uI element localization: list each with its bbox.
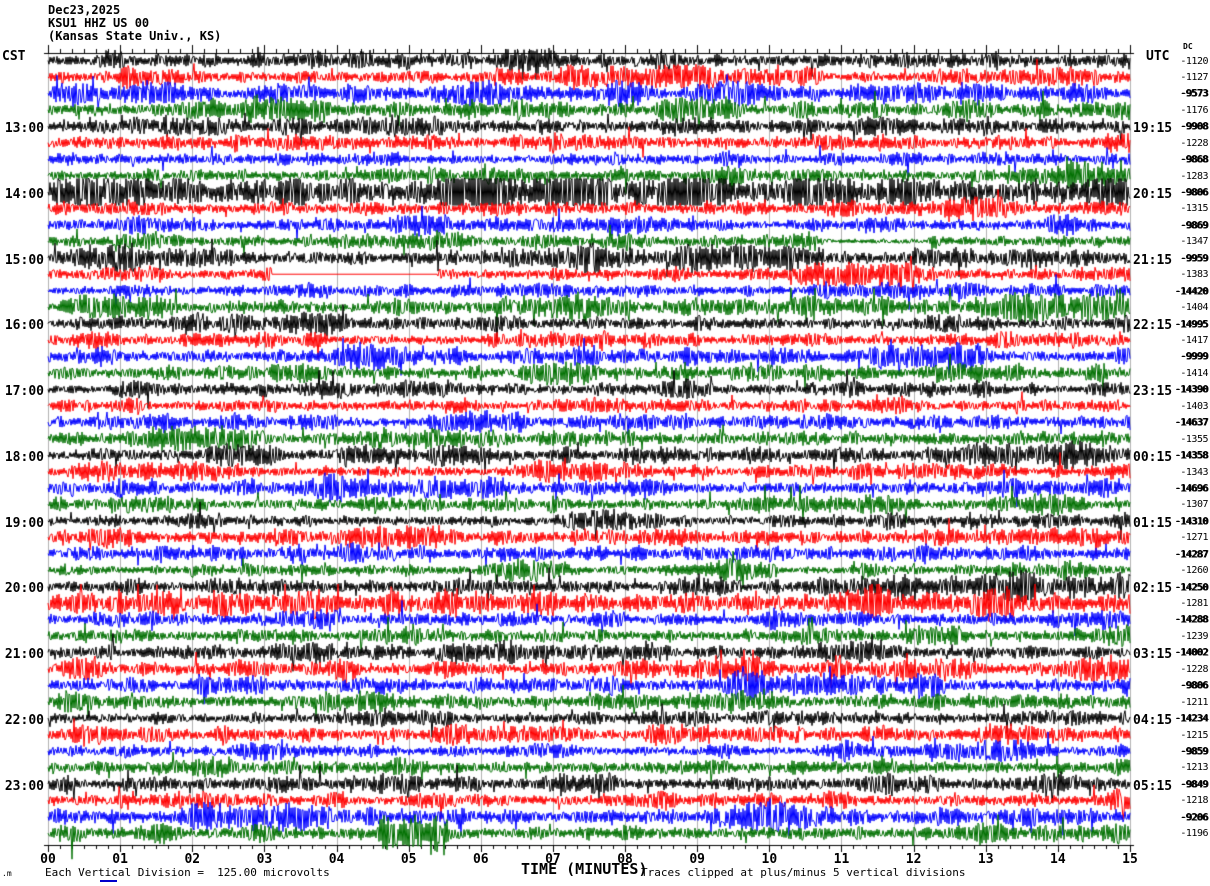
dc-offset-value: -1215 [1180,729,1208,741]
dc-offset-value: -9806 [1180,187,1208,199]
dc-offset-value: -1383 [1180,269,1208,281]
dc-offset-value: -14250 [1174,581,1209,593]
dc-offset-value: -9849 [1180,778,1208,790]
dc-offset-value: -14287 [1174,548,1209,560]
clip-note: Traces clipped at plus/minus 5 vertical … [641,866,966,879]
dc-offset-value: -14637 [1174,417,1209,429]
dc-offset-value: -14310 [1174,515,1209,527]
right-time-label: 04:15 [1133,712,1173,728]
dc-offset-value: -14420 [1174,285,1209,297]
dc-offset-value: -1307 [1180,499,1208,511]
left-time-label: 13:00 [4,121,44,136]
x-tick-label: 08 [617,852,633,867]
dc-offset-value: -14234 [1174,713,1209,725]
left-time-label: 14:00 [4,186,44,202]
x-tick-label: 04 [328,852,345,867]
dc-offset-value: -1271 [1180,532,1208,544]
dc-offset-value: -1228 [1180,663,1208,675]
left-time-label: 21:00 [4,647,44,662]
x-tick-label: 12 [905,852,922,867]
right-time-label: 02:15 [1133,581,1173,597]
left-timezone-header: CST [2,49,26,64]
dc-offset-value: -9806 [1180,680,1208,692]
dc-offset-value: -14288 [1174,614,1209,626]
right-time-label: 01:15 [1133,515,1173,531]
scale-note-underline-artifact [100,880,117,882]
left-time-label: 20:00 [4,581,44,597]
left-time-label: 15:00 [4,252,44,268]
dc-offset-value: -14002 [1174,647,1209,659]
dc-offset-value: -1239 [1180,630,1208,642]
right-time-label: 00:15 [1133,449,1173,465]
x-axis-title: TIME (MINUTES) [521,860,648,878]
title-date: Dec23,2025 [48,3,121,17]
x-tick-label: 14 [1050,852,1066,867]
x-tick-label: 13 [977,852,994,867]
x-tick-label: 01 [112,852,128,867]
dc-offset-value: -1343 [1180,466,1208,478]
dc-offset-value: -9869 [1180,219,1208,231]
dc-offset-value: -1417 [1180,334,1208,346]
dc-offset-value: -1315 [1180,203,1208,215]
footer-corner-mark: .m [2,869,12,878]
dc-offset-value: -1283 [1180,170,1208,182]
dc-offset-value: -1414 [1180,367,1208,379]
right-time-label: 22:15 [1133,318,1173,334]
dc-column-header: DC [1183,42,1193,51]
left-time-label: 19:00 [4,515,44,531]
dc-offset-value: -1228 [1180,137,1208,149]
left-time-label: 22:00 [4,712,44,728]
dc-offset-value: -14995 [1174,318,1209,330]
dc-offset-value: -9959 [1180,252,1208,264]
dc-offset-value: -9206 [1180,811,1208,823]
dc-offset-value: -1404 [1180,302,1208,314]
x-tick-label: 09 [689,852,706,867]
dc-offset-value: -9999 [1180,351,1208,363]
left-time-label: 23:00 [4,778,44,794]
dc-offset-value: -1281 [1180,598,1208,610]
dc-offset-value: -9908 [1180,121,1208,133]
right-time-label: 21:15 [1133,252,1173,268]
dc-offset-value: -1218 [1180,795,1208,807]
x-tick-label: 10 [761,852,778,867]
dc-offset-value: -1127 [1180,71,1208,83]
dc-offset-value: -14696 [1174,482,1209,494]
left-time-label: 18:00 [4,449,44,465]
right-time-label: 23:15 [1133,384,1173,399]
x-tick-label: 15 [1122,852,1138,867]
dc-offset-value: -1355 [1180,433,1208,445]
dc-offset-value: -1211 [1180,696,1208,708]
x-tick-label: 03 [256,852,273,867]
title-location: (Kansas State Univ., KS) [48,29,222,43]
x-tick-label: 00 [40,852,56,867]
dc-offset-value: -1213 [1180,762,1208,774]
dc-offset-value: -1260 [1180,565,1208,577]
dc-offset-value: -14358 [1174,450,1209,462]
title-station: KSU1 HHZ US 00 [48,16,150,30]
dc-offset-value: -14390 [1174,384,1209,396]
left-time-label: 16:00 [4,318,44,334]
scale-note: Each Vertical Division = 125.00 microvol… [45,866,330,879]
right-time-label: 03:15 [1133,647,1173,662]
right-time-label: 05:15 [1133,778,1173,794]
dc-offset-value: -1120 [1180,55,1208,67]
right-time-label: 20:15 [1133,186,1173,202]
dc-offset-value: -1347 [1180,236,1208,248]
dc-offset-value: -1176 [1180,104,1208,116]
x-tick-label: 05 [400,852,417,867]
dc-offset-value: -9573 [1180,88,1208,100]
dc-offset-value: -9868 [1180,154,1208,166]
x-tick-label: 07 [545,852,561,867]
right-time-label: 19:15 [1133,121,1173,136]
dc-offset-value: -1196 [1180,828,1208,840]
dc-offset-value: -1403 [1180,400,1208,412]
x-tick-label: 06 [472,852,489,867]
right-timezone-header: UTC [1146,49,1170,64]
dc-offset-value: -9859 [1180,745,1208,757]
left-time-label: 17:00 [4,384,44,399]
x-tick-label: 11 [833,852,850,867]
x-tick-label: 02 [184,852,201,867]
